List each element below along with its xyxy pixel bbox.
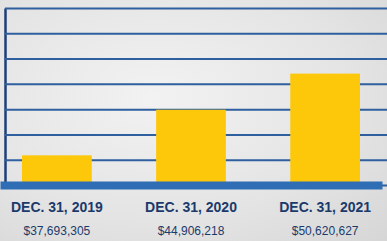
x-tick: DEC. 31, 2019: [11, 185, 103, 215]
y-axis-line: [4, 9, 7, 186]
bar: [22, 155, 92, 185]
data-label: $37,693,305: [24, 224, 91, 238]
x-tick-label: DEC. 31, 2020: [145, 199, 237, 215]
x-axis: DEC. 31, 2019 DEC. 31, 2020 DEC. 31, 2021: [1, 185, 383, 215]
y-tick: [5, 59, 387, 60]
x-tick: DEC. 31, 2021: [279, 185, 371, 215]
baseline: [1, 182, 383, 190]
data-labels: $37,693,305 $44,906,218 $50,620,627: [24, 224, 359, 238]
y-axis: [5, 9, 387, 186]
data-label: $44,906,218: [158, 224, 225, 238]
x-tick-label: DEC. 31, 2019: [11, 199, 103, 215]
x-tick-label: DEC. 31, 2021: [279, 199, 371, 215]
y-tick: [5, 33, 387, 34]
x-tick: DEC. 31, 2020: [145, 185, 237, 215]
grid-line: [5, 58, 387, 60]
bar: [156, 110, 226, 185]
data-label: $50,620,627: [292, 224, 359, 238]
grid-line: [5, 8, 387, 10]
y-tick: [5, 8, 387, 9]
grid-line: [5, 33, 387, 35]
bar: [290, 74, 360, 185]
chart: DEC. 31, 2019 DEC. 31, 2020 DEC. 31, 2021 $…: [0, 0, 387, 241]
bars: [22, 74, 360, 185]
